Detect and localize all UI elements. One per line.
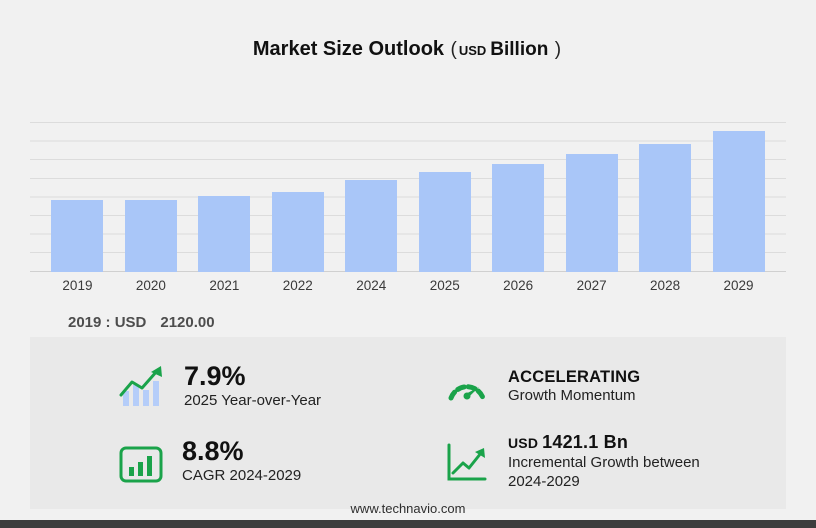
bar-chart-bars: [30, 122, 786, 272]
bar-2028: [639, 144, 692, 272]
x-axis-label-2025: 2025: [429, 278, 460, 293]
stat-incremental-value: USD 1421.1 Bn: [508, 431, 708, 454]
title-paren-close: ): [554, 39, 562, 60]
x-axis-label-2022: 2022: [282, 278, 313, 293]
stat-momentum: ACCELERATING Growth Momentum: [444, 353, 770, 420]
title-text: Market Size Outlook: [252, 38, 445, 60]
x-axis-label-2019: 2019: [62, 278, 93, 293]
gauge-icon: [444, 367, 490, 407]
stat-momentum-label: Growth Momentum: [508, 387, 636, 405]
bar-growth-icon: [118, 364, 166, 410]
bar-2020: [124, 200, 177, 272]
x-axis-label-2020: 2020: [135, 278, 166, 293]
page-title: Market Size Outlook (USD Billion ): [0, 38, 816, 61]
line-growth-icon: [444, 440, 490, 484]
cagr-chart-icon: [118, 440, 164, 484]
bar-2019: [51, 200, 104, 272]
stat-cagr-value: 8.8%: [182, 436, 244, 467]
stat-yoy-label: 2025 Year-over-Year: [184, 391, 322, 409]
base-year-label: 2019 : USD: [68, 314, 147, 331]
base-year-value: 2120.00: [160, 314, 215, 331]
title-unit: Billion: [490, 39, 549, 60]
stat-incremental-currency: USD: [508, 435, 539, 452]
x-axis-label-2029: 2029: [723, 278, 754, 293]
x-axis-label-2028: 2028: [650, 278, 681, 293]
market-size-bar-chart: 2019 2020 2021 2022 2024 2025 2026 2027 2028 2029: [30, 122, 786, 300]
stat-yoy: 7.9% 2025 Year-over-Year: [118, 353, 444, 420]
x-axis-label-2027: 2027: [576, 278, 607, 293]
x-axis-labels: 2019 2020 2021 2022 2024 2025 2026 2027 2028 2029: [30, 278, 786, 293]
stat-yoy-value: 7.9%: [184, 361, 246, 392]
x-axis-label-2021: 2021: [209, 278, 240, 293]
footer-url: www.technavio.com: [350, 501, 466, 516]
stat-incremental: USD 1421.1 Bn Incremental Growth between …: [444, 428, 770, 495]
bar-2027: [565, 154, 618, 272]
bar-2029: [712, 131, 765, 272]
stat-incremental-number: 1421.1 Bn: [542, 432, 629, 453]
footer-bar: [0, 520, 816, 528]
bar-2024: [345, 180, 398, 272]
title-currency: USD: [458, 43, 487, 58]
x-axis-label-2024: 2024: [356, 278, 387, 293]
bar-2025: [418, 172, 471, 272]
bar-2022: [271, 192, 324, 272]
stat-cagr-label: CAGR 2024-2029: [182, 466, 302, 484]
base-year-annotation: 2019 : USD 2120.00: [68, 314, 215, 331]
bar-2021: [198, 196, 251, 272]
stat-cagr: 8.8% CAGR 2024-2029: [118, 428, 444, 495]
title-paren-open: (: [450, 39, 457, 60]
bar-2026: [492, 164, 545, 272]
stat-incremental-label: Incremental Growth between 2024-2029: [508, 454, 700, 490]
stat-momentum-value: ACCELERATING: [508, 367, 641, 386]
stats-panel: 7.9% 2025 Year-over-Year ACCELERATING Gr…: [30, 337, 786, 509]
x-axis-label-2026: 2026: [503, 278, 534, 293]
